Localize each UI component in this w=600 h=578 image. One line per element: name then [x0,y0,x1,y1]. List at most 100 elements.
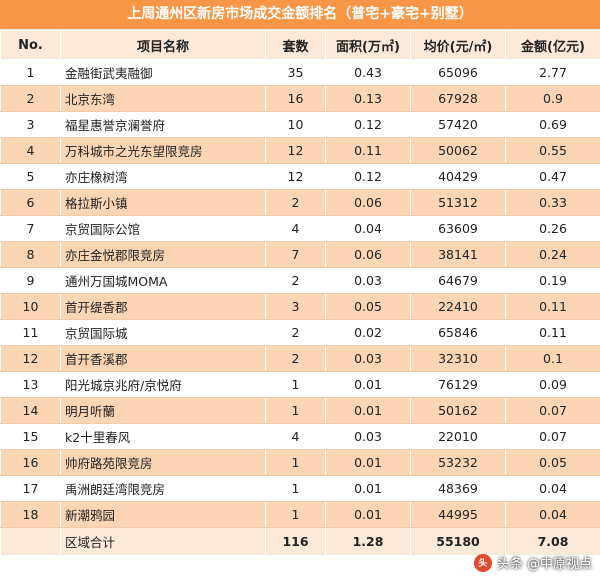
table-row: 16 帅府路苑限竞房 1 0.01 53232 0.05 [0,449,600,476]
area-cell: 0.03 [325,267,411,294]
area-cell: 0.13 [325,85,411,112]
amount-cell: 0.04 [505,475,600,502]
table-row: 5 亦庄橡树湾 12 0.12 40429 0.47 [0,163,600,190]
avg-price-cell: 53232 [410,449,506,476]
header-row: No. 项目名称 套数 面积(万㎡) 均价(元/㎡) 金额(亿元) [0,30,600,60]
table-row: 6 格拉斯小镇 2 0.06 51312 0.33 [0,189,600,216]
header-no: No. [0,30,61,60]
area-cell: 0.01 [325,449,411,476]
row-number-cell: 8 [0,241,61,268]
project-name-cell: 明月听蘭 [60,397,266,424]
header-units: 套数 [265,30,326,60]
area-cell: 0.01 [325,475,411,502]
project-name-cell: 福星惠誉京澜誉府 [60,111,266,138]
row-number-cell: 15 [0,423,61,450]
units-cell: 12 [265,137,326,164]
row-number-cell: 6 [0,189,61,216]
table-row: 7 京贸国际公馆 4 0.04 63609 0.26 [0,215,600,242]
units-cell: 10 [265,111,326,138]
table-row: 4 万科城市之光东望限竞房 12 0.11 50062 0.55 [0,137,600,164]
amount-cell: 0.19 [505,267,600,294]
ranking-table: No. 项目名称 套数 面积(万㎡) 均价(元/㎡) 金额(亿元) 1 金融街武夷… [0,30,600,556]
area-cell: 0.06 [325,241,411,268]
project-name-cell: 亦庄橡树湾 [60,163,266,190]
amount-cell: 2.77 [505,59,600,86]
table-row: 3 福星惠誉京澜誉府 10 0.12 57420 0.69 [0,111,600,138]
amount-cell: 0.09 [505,371,600,398]
table-row: 17 禹洲朗廷湾限竞房 1 0.01 48369 0.04 [0,475,600,502]
project-name-cell: 禹洲朗廷湾限竞房 [60,475,266,502]
avg-price-cell: 63609 [410,215,506,242]
row-number-cell: 18 [0,501,61,528]
avg-price-cell: 38141 [410,241,506,268]
row-number-cell: 14 [0,397,61,424]
table-title: 上周通州区新房市场成交金额排名（普宅+豪宅+别墅） [0,0,600,30]
project-name-cell: 北京东湾 [60,85,266,112]
project-name-cell: 金融街武夷融御 [60,59,266,86]
project-name-cell: 首开香溪郡 [60,345,266,372]
area-cell: 0.06 [325,189,411,216]
units-cell: 2 [265,189,326,216]
avg-price-cell: 32310 [410,345,506,372]
row-number-cell: 5 [0,163,61,190]
area-cell: 0.01 [325,397,411,424]
row-number-cell: 12 [0,345,61,372]
area-cell: 0.03 [325,423,411,450]
row-number-cell: 4 [0,137,61,164]
table-row: 18 新潮鸦园 1 0.01 44995 0.04 [0,501,600,528]
row-number-cell: 1 [0,59,61,86]
project-name-cell: 京贸国际城 [60,319,266,346]
amount-cell: 0.11 [505,293,600,320]
amount-cell: 0.9 [505,85,600,112]
avg-price-cell: 64679 [410,267,506,294]
row-number-cell: 9 [0,267,61,294]
amount-cell: 0.05 [505,449,600,476]
row-number-cell: 10 [0,293,61,320]
row-number-cell: 17 [0,475,61,502]
table-row: 13 阳光城京兆府/京悦府 1 0.01 76129 0.09 [0,371,600,398]
avg-price-cell: 51312 [410,189,506,216]
avg-price-cell: 40429 [410,163,506,190]
units-cell: 1 [265,371,326,398]
toutiao-logo-icon: 头 [473,553,492,572]
units-cell: 2 [265,345,326,372]
header-avg-price: 均价(元/㎡) [410,30,506,60]
units-cell: 12 [265,163,326,190]
avg-price-cell: 76129 [410,371,506,398]
project-name-cell: 亦庄金悦郡限竞房 [60,241,266,268]
area-cell: 0.12 [325,163,411,190]
amount-cell: 0.04 [505,501,600,528]
row-number-cell: 7 [0,215,61,242]
units-cell: 2 [265,267,326,294]
amount-cell: 0.33 [505,189,600,216]
row-number-cell: 11 [0,319,61,346]
area-cell: 0.02 [325,319,411,346]
units-cell: 4 [265,215,326,242]
project-name-cell: 京贸国际公馆 [60,215,266,242]
table-row: 8 亦庄金悦郡限竞房 7 0.06 38141 0.24 [0,241,600,268]
avg-price-cell: 22010 [410,423,506,450]
units-cell: 3 [265,293,326,320]
project-name-cell: 阳光城京兆府/京悦府 [60,371,266,398]
table-row: 14 明月听蘭 1 0.01 50162 0.07 [0,397,600,424]
amount-cell: 0.1 [505,345,600,372]
area-cell: 0.04 [325,215,411,242]
watermark: 头 头条 @中原视点 [473,553,592,572]
total-units: 116 [265,527,326,556]
avg-price-cell: 44995 [410,501,506,528]
row-number-cell: 13 [0,371,61,398]
avg-price-cell: 65096 [410,59,506,86]
amount-cell: 0.69 [505,111,600,138]
header-area: 面积(万㎡) [325,30,411,60]
avg-price-cell: 50062 [410,137,506,164]
table-row: 9 通州万国城MOMA 2 0.03 64679 0.19 [0,267,600,294]
header-project-name: 项目名称 [60,30,266,60]
amount-cell: 0.47 [505,163,600,190]
units-cell: 1 [265,449,326,476]
project-name-cell: k2十里春风 [60,423,266,450]
area-cell: 0.01 [325,501,411,528]
table-row: 1 金融街武夷融御 35 0.43 65096 2.77 [0,59,600,86]
header-amount: 金额(亿元) [505,30,600,60]
amount-cell: 0.07 [505,423,600,450]
total-area: 1.28 [325,527,411,556]
